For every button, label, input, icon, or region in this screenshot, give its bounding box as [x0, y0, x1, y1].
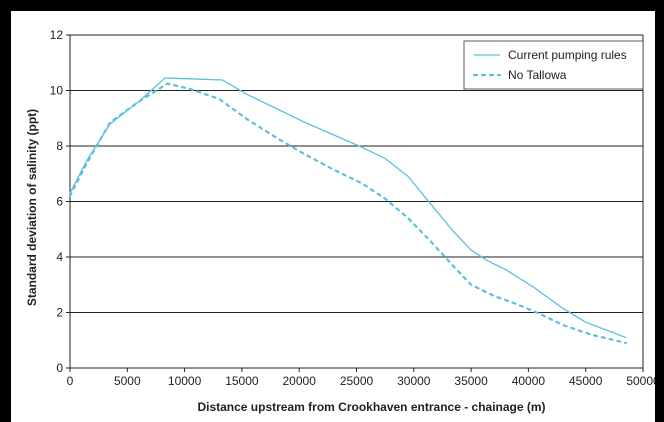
series-line-0	[69, 77, 627, 339]
salinity-chart: 0 5000 10000 15000 20000 25000 30000 35000 40000…	[25, 28, 655, 414]
series-layer	[68, 77, 627, 345]
y-tick-label-1: 2	[56, 306, 63, 320]
x-tick-label-9: 45000	[569, 374, 603, 388]
x-tick-label-3: 15000	[225, 374, 259, 388]
y-tick-label-4: 8	[56, 139, 63, 153]
gridlines	[70, 34, 643, 313]
y-tick-label-3: 6	[56, 195, 63, 209]
x-tick-label-6: 30000	[397, 374, 431, 388]
legend: Current pumping rules No Tallowa	[463, 40, 644, 90]
y-axis-title: Standard deviation of salinity (ppt)	[25, 109, 39, 306]
chart-panel: 0 5000 10000 15000 20000 25000 30000 35000 40000…	[11, 11, 655, 422]
x-tick-labels: 0 5000 10000 15000 20000 25000 30000 35000 40000…	[67, 368, 655, 388]
legend-label-no-tallowa: No Tallowa	[508, 68, 567, 82]
x-tick-label-8: 40000	[512, 374, 546, 388]
y-tick-label-5: 10	[50, 84, 64, 98]
legend-box	[463, 40, 644, 90]
x-tick-label-2: 10000	[168, 374, 202, 388]
x-tick-label-5: 25000	[340, 374, 374, 388]
x-tick-label-7: 35000	[454, 374, 488, 388]
y-tick-label-2: 4	[56, 250, 63, 264]
x-tick-label-0: 0	[67, 374, 74, 388]
x-axis-title: Distance upstream from Crookhaven entran…	[197, 400, 545, 414]
y-tick-label-0: 0	[56, 361, 63, 375]
y-tick-labels: 0 2 4 6 8 10 12	[50, 28, 70, 375]
legend-label-current: Current pumping rules	[508, 48, 627, 62]
x-tick-label-1: 5000	[114, 374, 141, 388]
y-tick-label-6: 12	[50, 28, 64, 42]
series-line-1	[68, 82, 627, 345]
x-tick-label-4: 20000	[283, 374, 317, 388]
